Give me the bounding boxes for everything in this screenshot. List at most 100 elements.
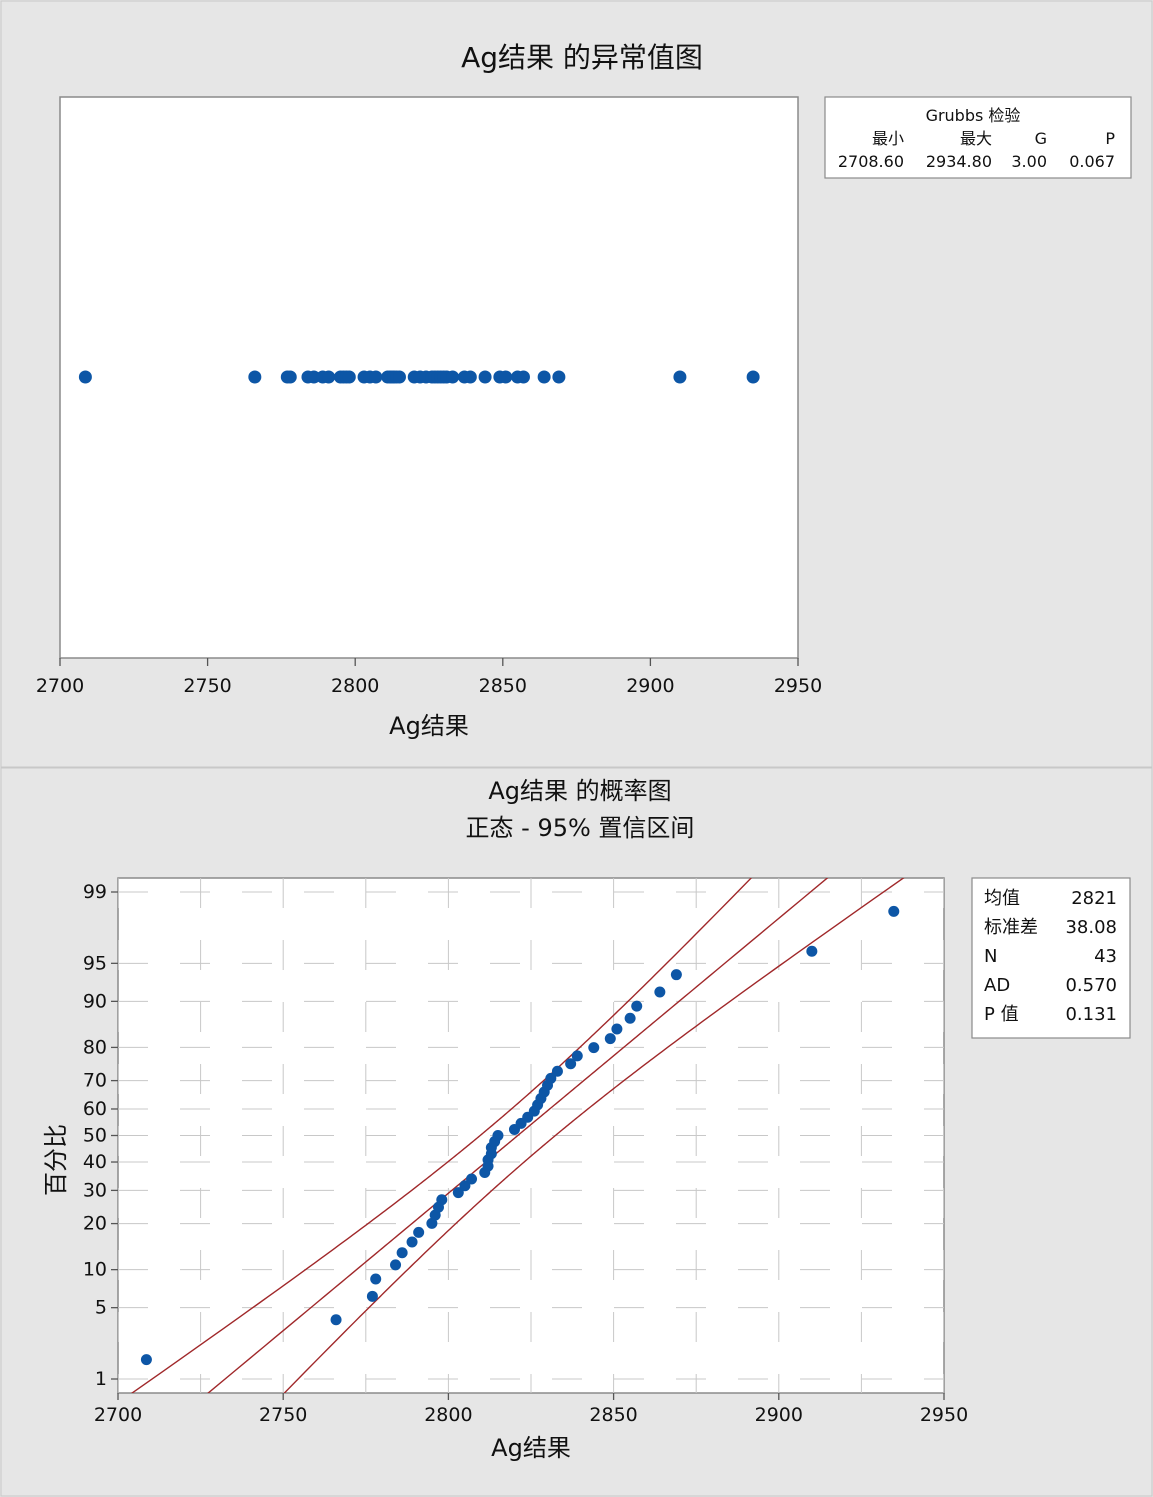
outlier-point xyxy=(537,370,551,384)
probability-gridlines xyxy=(118,878,944,1393)
probability-point xyxy=(888,905,900,917)
probability-y-tick-label: 1 xyxy=(95,1368,107,1390)
probability-point xyxy=(413,1226,425,1238)
outlier-point xyxy=(516,370,530,384)
probability-y-tick-label: 40 xyxy=(83,1151,107,1173)
statistic-label: AD xyxy=(984,975,1010,996)
probability-x-tick-label: 2700 xyxy=(94,1404,142,1426)
probability-x-axis: 2700 2750 2800 2850 2900 2950 xyxy=(94,1393,968,1426)
probability-x-tick-label: 2750 xyxy=(259,1404,307,1426)
probability-y-axis-label: 百分比 xyxy=(42,1124,70,1196)
probability-point xyxy=(459,1180,471,1192)
probability-x-axis-label: Ag结果 xyxy=(491,1434,571,1462)
outlier-x-tick-label: 2800 xyxy=(331,675,379,697)
probability-point xyxy=(366,1290,378,1302)
outlier-point xyxy=(673,370,687,384)
probability-point xyxy=(551,1065,563,1077)
ci-lower-band xyxy=(283,878,905,1393)
probability-y-tick-label: 60 xyxy=(83,1098,107,1120)
outlier-plot-panel: Ag结果 的异常值图 2700 2750 2800 2850 2900 2950 Ag结果… xyxy=(0,0,1153,768)
probability-point xyxy=(436,1194,448,1206)
outlier-point xyxy=(746,370,760,384)
outlier-point xyxy=(478,370,492,384)
statistic-value: 38.08 xyxy=(1065,917,1117,938)
grubbs-header-max: 最大 xyxy=(960,129,992,148)
statistic-value: 43 xyxy=(1094,946,1117,967)
probability-point xyxy=(370,1273,382,1285)
probability-x-tick-label: 2900 xyxy=(755,1404,803,1426)
fitted-line xyxy=(207,878,829,1393)
statistic-label: 标准差 xyxy=(984,917,1038,938)
statistics-box xyxy=(971,877,1131,1039)
probability-point xyxy=(390,1259,402,1271)
probability-y-tick-label: 30 xyxy=(83,1179,107,1201)
statistic-label: N xyxy=(984,946,997,967)
grubbs-header-p: P xyxy=(1105,129,1115,148)
outlier-x-tick-label: 2700 xyxy=(36,675,84,697)
probability-plot-svg: Ag结果 的概率图 正态 - 95% 置信区间 2700 2750 2800 2850… xyxy=(0,767,1153,1497)
probability-point xyxy=(611,1023,623,1035)
probability-x-tick-label: 2800 xyxy=(424,1404,472,1426)
probability-y-tick-label: 80 xyxy=(83,1036,107,1058)
outlier-plot-title: Ag结果 的异常值图 xyxy=(461,41,703,74)
outlier-point xyxy=(392,370,406,384)
probability-point xyxy=(604,1033,616,1045)
outlier-point xyxy=(322,370,336,384)
probability-y-tick-label: 5 xyxy=(95,1297,107,1319)
grubbs-table-box xyxy=(824,96,1132,179)
probability-point xyxy=(426,1217,438,1229)
probability-y-tick-label: 95 xyxy=(83,952,107,974)
probability-point xyxy=(140,1354,152,1366)
outlier-x-tick-label: 2950 xyxy=(774,675,822,697)
outlier-point xyxy=(463,370,477,384)
probability-point xyxy=(565,1058,577,1070)
probability-x-tick-label: 2950 xyxy=(920,1404,968,1426)
outlier-point xyxy=(446,370,460,384)
probability-data-points xyxy=(140,905,900,1366)
probability-point xyxy=(588,1042,600,1054)
probability-point xyxy=(466,1173,478,1185)
outlier-x-tick-label: 2900 xyxy=(626,675,674,697)
outlier-data-points xyxy=(78,370,760,384)
probability-point xyxy=(654,986,666,998)
probability-plot-title: Ag结果 的概率图 xyxy=(488,777,671,805)
probability-y-tick-label: 10 xyxy=(83,1259,107,1281)
probability-y-tick-label: 70 xyxy=(83,1070,107,1092)
outlier-x-tick-label: 2850 xyxy=(479,675,527,697)
statistic-value: 2821 xyxy=(1071,888,1117,909)
outlier-point xyxy=(248,370,262,384)
ci-upper-band xyxy=(130,878,753,1393)
statistic-value: 0.131 xyxy=(1065,1004,1117,1025)
probability-point xyxy=(806,945,818,957)
probability-point xyxy=(624,1012,636,1024)
statistic-label: P 值 xyxy=(984,1004,1019,1025)
probability-fit-lines xyxy=(130,878,905,1393)
outlier-point xyxy=(342,370,356,384)
probability-point xyxy=(396,1247,408,1259)
statistic-label: 均值 xyxy=(984,888,1020,909)
outlier-plot-svg: Ag结果 的异常值图 2700 2750 2800 2850 2900 2950 Ag结果… xyxy=(0,0,1153,768)
probability-point xyxy=(330,1314,342,1326)
probability-point xyxy=(406,1236,418,1248)
outlier-x-axis-label: Ag结果 xyxy=(389,712,469,740)
outlier-point xyxy=(369,370,383,384)
probability-point xyxy=(571,1050,583,1062)
statistics-table: 均值 2821 标准差 38.08 N 43 AD 0.570 P 值 0.131 xyxy=(971,877,1131,1039)
grubbs-header-g: G xyxy=(1035,129,1047,148)
probability-y-tick-label: 99 xyxy=(83,881,107,903)
grubbs-value-min: 2708.60 xyxy=(838,152,904,171)
outlier-point xyxy=(283,370,297,384)
probability-x-tick-label: 2850 xyxy=(589,1404,637,1426)
probability-point xyxy=(631,1000,643,1012)
probability-point xyxy=(545,1072,557,1084)
grubbs-table-title: Grubbs 检验 xyxy=(926,106,1021,125)
grubbs-value-max: 2934.80 xyxy=(926,152,992,171)
probability-y-axis: 1 5 10 20 30 40 50 60 70 80 90 95 99 xyxy=(83,881,118,1390)
probability-plot-subtitle: 正态 - 95% 置信区间 xyxy=(466,814,695,842)
probability-plot-panel: Ag结果 的概率图 正态 - 95% 置信区间 2700 2750 2800 2850… xyxy=(0,767,1153,1497)
outlier-x-tick-label: 2750 xyxy=(183,675,231,697)
probability-point xyxy=(452,1187,464,1199)
grubbs-value-p: 0.067 xyxy=(1069,152,1115,171)
outlier-point xyxy=(499,370,513,384)
